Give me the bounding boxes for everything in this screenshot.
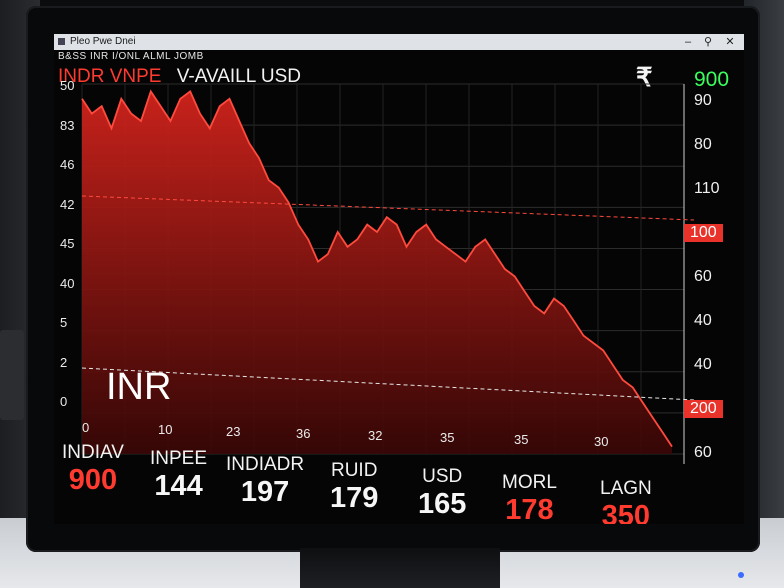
monitor-stand — [300, 548, 500, 588]
stat-item: RUID 179 — [330, 460, 378, 515]
top-value: 900 — [694, 68, 730, 91]
stat-value: 179 — [330, 482, 379, 514]
x-axis-tick-label: 35 — [514, 432, 529, 447]
left-axis-tick-label: 45 — [60, 236, 75, 251]
stat-value: 178 — [505, 494, 554, 524]
stat-value: 900 — [68, 464, 118, 496]
x-axis-tick-label: 36 — [296, 426, 311, 441]
stat-item: INDIAV 900 — [62, 442, 124, 497]
stat-label: MORL — [502, 472, 557, 493]
right-axis-tick-label: 110 — [694, 180, 720, 197]
stat-value: 144 — [154, 470, 203, 502]
stat-item: USD 165 — [418, 466, 466, 521]
app-icon — [58, 38, 65, 45]
right-axis-tick-label: 80 — [694, 136, 712, 153]
stat-item: INPEE 144 — [150, 448, 207, 503]
minimize-icon[interactable]: – — [684, 36, 692, 48]
screen: Pleo Pwe Dnei – ⚲ ✕ B&SS INR I/ONL ALML … — [54, 34, 744, 524]
chart-header: INDR VNPE V-AVAILL USD — [58, 66, 301, 88]
stat-label: LAGN — [600, 478, 652, 499]
keyboard — [0, 330, 24, 420]
right-axis-tick-label: 40 — [694, 312, 712, 329]
chart-annotation: INR — [106, 366, 172, 408]
right-axis-tick-label: 40 — [694, 356, 712, 373]
stat-item: MORL 178 — [502, 472, 557, 524]
search-icon[interactable]: ⚲ — [703, 36, 713, 48]
left-axis-tick-label: 46 — [60, 157, 75, 172]
menu-bar[interactable]: B&SS INR I/ONL ALML JOMB — [58, 51, 204, 62]
stat-value: 165 — [418, 488, 467, 520]
price-line — [81, 89, 673, 448]
right-axis-tick-label: 90 — [694, 92, 712, 109]
right-axis-tick-label: 100 — [684, 224, 723, 242]
left-axis-tick-label: 5 — [60, 315, 68, 330]
stat-label: INDIAV — [62, 442, 124, 463]
x-axis-tick-label: 35 — [440, 430, 455, 445]
window-titlebar[interactable]: Pleo Pwe Dnei – ⚲ ✕ — [54, 34, 744, 50]
stat-item: LAGN 350 — [600, 478, 652, 524]
price-chart — [81, 83, 695, 464]
left-axis-tick-label: 83 — [60, 117, 75, 133]
stat-label: INDIADR — [226, 454, 305, 475]
stat-label: USD — [422, 466, 463, 487]
left-axis-tick-label: 2 — [60, 354, 68, 370]
close-icon[interactable]: ✕ — [725, 36, 735, 48]
price-area — [82, 91, 672, 455]
stat-value: 197 — [240, 476, 290, 508]
stat-label: RUID — [330, 460, 378, 481]
left-axis-tick-label: 50 — [60, 78, 75, 93]
pair-label: INDR VNPE — [58, 66, 162, 87]
x-axis-tick-label: 30 — [594, 434, 609, 449]
x-axis-tick-label: 10 — [158, 422, 173, 437]
left-axis-tick-label: 0 — [60, 394, 68, 409]
power-led-icon — [738, 572, 744, 578]
window-title: Pleo Pwe Dnei — [70, 36, 136, 47]
stat-value: 350 — [601, 500, 651, 524]
right-axis-tick-label: 60 — [694, 444, 712, 461]
x-axis-tick-label: 23 — [226, 424, 241, 439]
right-axis-tick-label: 60 — [694, 268, 712, 285]
left-axis-tick-label: 40 — [60, 275, 75, 291]
right-axis-tick-label: 200 — [684, 400, 723, 418]
left-axis-tick-label: 42 — [60, 196, 75, 212]
header-subtitle: V-AVAILL USD — [176, 66, 302, 87]
x-axis-tick-label: 32 — [368, 428, 383, 443]
stat-label: INPEE — [150, 448, 208, 469]
stat-item: INDIADR 197 — [226, 454, 304, 509]
x-axis-tick-label: 0 — [82, 420, 90, 435]
